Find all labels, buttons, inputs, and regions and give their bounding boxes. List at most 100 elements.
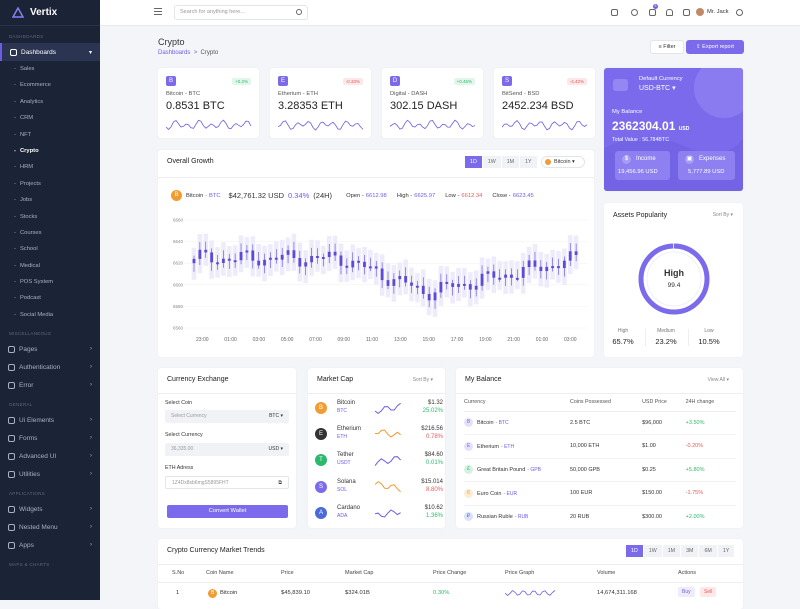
sidebar-item-ui-elements[interactable]: Ui Elements › [0,411,100,429]
sidebar-item-analytics[interactable]: Analytics [0,94,100,110]
coin-icon: E [315,428,327,441]
coin-card[interactable]: B +0.2% Bitcoin - BTC 0.8531 BTC [158,68,259,138]
tab-1d[interactable]: 1D [465,156,482,168]
sidebar-item-medical[interactable]: Medical [0,258,100,274]
sidebar-item-courses[interactable]: Courses [0,225,100,241]
sidebar-item-pos-system[interactable]: POS System [0,274,100,290]
sidebar-item-social-media[interactable]: Social Media [0,307,100,323]
list-item[interactable]: S Solana SOL $15.014 8.80% [315,476,443,502]
sidebar-item-crypto[interactable]: Crypto [0,143,100,159]
language-icon[interactable] [611,9,618,16]
sidebar-item-utilities[interactable]: Utilities › [0,465,100,483]
currency-select[interactable]: USD ▾ [268,446,283,452]
sell-button[interactable]: Sell [700,587,717,597]
column-header: S.No [172,570,185,576]
amount-field[interactable]: 36,335.00 USD ▾ [165,443,289,456]
search-icon[interactable] [296,9,302,15]
sidebar-item-jobs[interactable]: Jobs [0,192,100,208]
trends-title: Crypto Currency Market Trends [167,547,265,554]
sidebar-item-projects[interactable]: Projects [0,176,100,192]
list-item[interactable]: B Bitcoin BTC $1.32 25.02% [315,397,443,423]
coin-name: Tether [337,452,354,459]
sidebar-item-podcast[interactable]: Podcast [0,290,100,306]
wallet-icon [613,79,628,91]
tab-1y[interactable]: 1Y [717,545,735,557]
tab-1d[interactable]: 1D [626,545,643,557]
coin-pct: 0.34% [288,191,310,200]
sidebar-item-dashboards[interactable]: Dashboards ▾ [0,43,100,61]
coin-card[interactable]: S -4.42% BitSend - BSD 2452.234 BSD [494,68,595,138]
copy-icon[interactable]: ⧉ [278,480,282,486]
currency-icon: ₽ [464,512,473,522]
list-item[interactable]: T Tether USDT $84.60 0.01% [315,449,443,475]
coin-card[interactable]: E -0.33% Etherium - ETH 3.28353 ETH [270,68,371,138]
view-all-link[interactable]: View All ▾ [707,377,729,383]
sidebar-item-advanced-ui[interactable]: Advanced UI › [0,447,100,465]
sort-by-dropdown[interactable]: Sort By ▾ [712,212,733,218]
sidebar-item-school[interactable]: School [0,241,100,257]
sidebar-item-nested-menu[interactable]: Nested Menu › [0,518,100,536]
user-menu[interactable]: Mr. Jack [696,8,729,16]
sidebar-item-crm[interactable]: CRM [0,110,100,126]
coin-price: $216.56 [421,426,443,433]
breadcrumb-parent[interactable]: Dashboards [158,50,191,56]
tab-3m[interactable]: 3M [681,545,699,557]
currency-name: Great Britain Pound [477,467,526,474]
moon-icon[interactable] [631,9,638,16]
sidebar-item-apps[interactable]: Apps › [0,536,100,554]
list-item[interactable]: A Cardano ADA $10.62 1.36% [315,502,443,528]
table-row[interactable]: E Etherium - ETH 10,000 ETH $1.00 -0.20% [464,434,736,459]
sidebar-item-ecommerce[interactable]: Ecommerce [0,77,100,93]
sidebar-item-nft[interactable]: NFT [0,127,100,143]
currency-select[interactable]: USD-BTC ▾ [639,84,676,92]
price-cell: $0.25 [642,458,686,482]
select-coin-field[interactable]: Select Currency BTC ▾ [165,410,289,423]
candle-body [327,251,331,257]
candle-body [380,268,384,281]
balance-amount: 2362304.01 [612,119,676,133]
export-report-button[interactable]: ⇪ Export report [686,40,744,54]
menu-toggle-icon[interactable] [154,8,162,15]
buy-button[interactable]: Buy [678,587,695,597]
search-input[interactable]: Search for anything here... [174,5,308,20]
change-cell: -1.75% [685,481,736,506]
table-row[interactable]: B Bitcoin - BTC 2.5 BTC $96,000 +3.50% [464,411,736,435]
filter-button[interactable]: ≡ Filter [650,40,684,54]
sidebar-item-stocks[interactable]: Stocks [0,209,100,225]
sidebar-item-forms[interactable]: Forms › [0,429,100,447]
gear-icon[interactable] [736,9,743,16]
coin-select[interactable]: Bitcoin ▾ [541,156,585,168]
sidebar-item-widgets[interactable]: Widgets › [0,500,100,518]
sidebar-item-sales[interactable]: Sales [0,61,100,77]
candle-body [310,255,313,263]
currency-cell: £ Great Britain Pound - GPB [464,458,570,482]
bell-icon[interactable] [666,9,673,16]
sidebar-item-pages[interactable]: Pages › [0,340,100,358]
fullscreen-icon[interactable] [683,9,690,16]
tab-1w[interactable]: 1W [643,545,662,557]
sort-by-dropdown[interactable]: Sort By ▾ [412,377,433,383]
tab-1y[interactable]: 1Y [520,156,537,168]
table-row[interactable]: € Euro Coin - EUR 100 EUR $150.00 -1.75% [464,481,736,506]
bitcoin-icon: B [208,589,217,598]
eth-address-field[interactable]: 1Z4Dx8sb6mgS5895FHT ⧉ [165,476,289,489]
table-row[interactable]: ₽ Russian Ruble - RUB 20 RUB $300.00 +2.00% [464,505,736,529]
coin-card[interactable]: D +0.45% Digital - DASH 302.15 DASH [382,68,483,138]
coin-icon: B [315,402,327,414]
cart-icon[interactable] [649,9,656,16]
tab-6m[interactable]: 6M [699,545,717,557]
tab-1w[interactable]: 1W [482,156,501,168]
convert-wallet-button[interactable]: Convert Wallet [167,505,288,518]
sidebar-item-hrm[interactable]: HRM [0,159,100,175]
table-row[interactable]: £ Great Britain Pound - GPB 50,000 GPB $0.25… [464,458,736,482]
tab-1m[interactable]: 1M [662,545,681,557]
sidebar-item-error[interactable]: Error › [0,376,100,394]
logo[interactable]: Vertix [0,0,100,26]
close-label: Close - [492,192,511,199]
coin-name: Bitcoin [337,400,356,406]
coin-icon: S [315,480,327,493]
menu-icon [8,505,15,513]
sidebar-item-authentication[interactable]: Authentication › [0,358,100,376]
list-item[interactable]: E Etherium ETH $216.56 0.78% [315,423,443,449]
tab-1m[interactable]: 1M [501,156,520,168]
